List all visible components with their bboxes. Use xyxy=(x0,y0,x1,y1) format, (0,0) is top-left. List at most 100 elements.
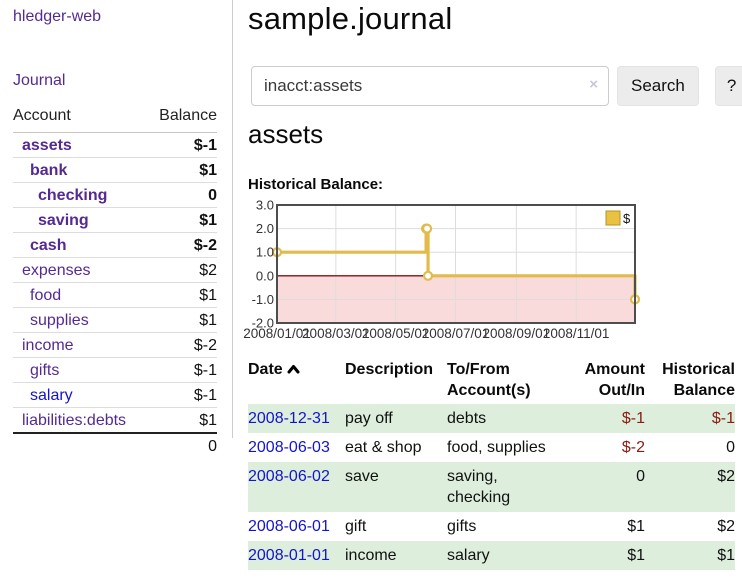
data-point-marker xyxy=(421,223,433,234)
transaction-description: pay off xyxy=(345,410,393,427)
transaction-amount: $-1 xyxy=(621,410,645,427)
x-tick-label: 2008/05/01 xyxy=(362,326,430,341)
register-row: 2008-06-01 gift gifts $1 $2 xyxy=(248,512,735,541)
sidebar-accounts-table: Account Balance assets $-1 bank $1 checking 0… xyxy=(13,107,217,458)
sidebar-account-link[interactable]: salary xyxy=(30,386,73,404)
sidebar-account-cell: supplies xyxy=(13,307,148,333)
transaction-date-link[interactable]: 2008-12-31 xyxy=(248,410,330,427)
sidebar-account-link[interactable]: income xyxy=(22,336,74,354)
sidebar-account-balance: $2 xyxy=(147,257,217,283)
sidebar-account-link[interactable]: food xyxy=(30,286,62,304)
sidebar-accounts-header: Account Balance xyxy=(13,107,217,133)
sidebar-account-balance: $1 xyxy=(147,307,217,333)
y-tick-label: -2.0 xyxy=(252,316,274,331)
transaction-date-link[interactable]: 2008-06-01 xyxy=(248,518,330,535)
search-input[interactable] xyxy=(251,66,609,106)
date-column-header[interactable]: Date xyxy=(248,357,345,404)
transaction-accounts: food, supplies xyxy=(447,439,546,456)
balance-column-header: Balance xyxy=(147,107,217,133)
legend-swatch xyxy=(605,210,621,226)
x-tick-label: 2008/09/01 xyxy=(483,326,551,341)
transaction-date-cell: 2008-06-01 xyxy=(248,512,345,541)
x-tick-label: 2008/07/01 xyxy=(422,326,490,341)
sidebar-account-link[interactable]: liabilities:debts xyxy=(22,411,127,429)
register-body: 2008-12-31 pay off debts $-1 $-1 2008-06-03 ea… xyxy=(248,404,735,570)
sidebar-account-row: assets $-1 xyxy=(13,132,217,158)
sidebar-account-link[interactable]: assets xyxy=(22,136,72,154)
sidebar-account-link[interactable]: expenses xyxy=(22,261,91,279)
help-button[interactable]: ? xyxy=(714,66,742,106)
transaction-accounts: debts xyxy=(447,410,487,427)
sidebar: hledger-web Journal Account Balance asse… xyxy=(0,0,233,458)
register-header-row: Date Description To/From Account(s) Amou… xyxy=(248,357,735,404)
legend-label: $ xyxy=(623,211,631,226)
transaction-date-link[interactable]: 2008-06-02 xyxy=(248,468,330,485)
sidebar-account-balance: $1 xyxy=(147,407,217,434)
y-tick-label: 0.0 xyxy=(256,268,274,283)
sidebar-account-row: checking 0 xyxy=(13,182,217,208)
x-tick-label: 2008/01/01 xyxy=(243,326,311,341)
description-column-header: Description xyxy=(345,361,434,378)
sidebar-account-link[interactable]: cash xyxy=(30,236,67,254)
transaction-balance: 0 xyxy=(726,439,735,456)
page-title: sample.journal xyxy=(248,1,453,36)
sidebar-account-balance: $-1 xyxy=(147,132,217,158)
historical-balance-chart[interactable]: 3.0 2.0 1.0 0.0 -1.0 -2.02008/01/012008/03/01… xyxy=(243,197,742,343)
search-button[interactable]: Search xyxy=(617,66,699,106)
accounts-column-header: To/From Account(s) xyxy=(447,361,531,399)
sidebar-account-cell: food xyxy=(13,282,148,308)
data-point-marker xyxy=(422,270,434,281)
sidebar-account-link[interactable]: checking xyxy=(38,186,108,204)
sidebar-account-row: cash $-2 xyxy=(13,232,217,258)
transaction-amount: $1 xyxy=(627,547,645,564)
sidebar-account-link[interactable]: bank xyxy=(30,161,68,179)
sidebar-account-cell: gifts xyxy=(13,357,148,383)
sidebar-account-cell: liabilities:debts xyxy=(13,407,148,434)
transaction-accounts: salary xyxy=(447,547,490,564)
clear-search-icon[interactable]: × xyxy=(589,76,598,93)
transaction-balance: $1 xyxy=(717,547,735,564)
transaction-balance: $2 xyxy=(717,468,735,485)
sidebar-account-row: salary $-1 xyxy=(13,382,217,408)
sidebar-account-row: supplies $1 xyxy=(13,307,217,333)
y-tick-label: 1.0 xyxy=(256,245,274,260)
y-tick-label: 3.0 xyxy=(256,198,274,213)
sidebar-account-link[interactable]: supplies xyxy=(30,311,89,329)
transaction-date-link[interactable]: 2008-06-03 xyxy=(248,439,330,456)
balance-column-header-register: Historical Balance xyxy=(662,361,735,399)
sidebar-total-balance: 0 xyxy=(147,432,217,458)
sidebar-account-balance: $-2 xyxy=(147,332,217,358)
search-input-wrap: × xyxy=(251,66,609,106)
transaction-balance: $2 xyxy=(717,518,735,535)
sidebar-account-cell: checking xyxy=(13,182,148,208)
sidebar-accounts-body: assets $-1 bank $1 checking 0 saving $1 cash $-2 e… xyxy=(13,132,217,434)
sidebar-account-link[interactable]: saving xyxy=(38,211,89,229)
x-tick-label: 2008/03/01 xyxy=(302,326,370,341)
sidebar-account-row: gifts $-1 xyxy=(13,357,217,383)
sidebar-item-journal[interactable]: Journal xyxy=(13,72,66,89)
chart-title: Historical Balance: xyxy=(248,176,384,193)
transaction-date-cell: 2008-12-31 xyxy=(248,404,345,433)
sidebar-account-cell: bank xyxy=(13,157,148,183)
sidebar-account-cell: income xyxy=(13,332,148,358)
amount-column-header: Amount Out/In xyxy=(584,361,645,399)
main-content: sample.journal × Search ? assets Histori… xyxy=(243,0,742,582)
register-row: 2008-06-02 save saving, checking 0 $2 xyxy=(248,462,735,512)
sidebar-account-balance: $1 xyxy=(147,282,217,308)
sidebar-account-balance: $1 xyxy=(147,207,217,233)
transaction-date-cell: 2008-06-02 xyxy=(248,462,345,512)
sidebar-account-link[interactable]: gifts xyxy=(30,361,60,379)
sidebar-account-row: income $-2 xyxy=(13,332,217,358)
transaction-amount: $1 xyxy=(627,518,645,535)
sidebar-account-cell: expenses xyxy=(13,257,148,283)
account-title: assets xyxy=(248,119,324,149)
sidebar-account-balance: $-1 xyxy=(147,382,217,408)
transaction-accounts: saving, checking xyxy=(447,468,511,506)
sidebar-total-spacer xyxy=(13,432,148,458)
x-tick-label: 2008/11/01 xyxy=(543,326,610,341)
transaction-date-link[interactable]: 2008-01-01 xyxy=(248,547,330,564)
brand-link[interactable]: hledger-web xyxy=(13,8,102,25)
transaction-date-cell: 2008-01-01 xyxy=(248,541,345,570)
sidebar-account-balance: $-2 xyxy=(147,232,217,258)
